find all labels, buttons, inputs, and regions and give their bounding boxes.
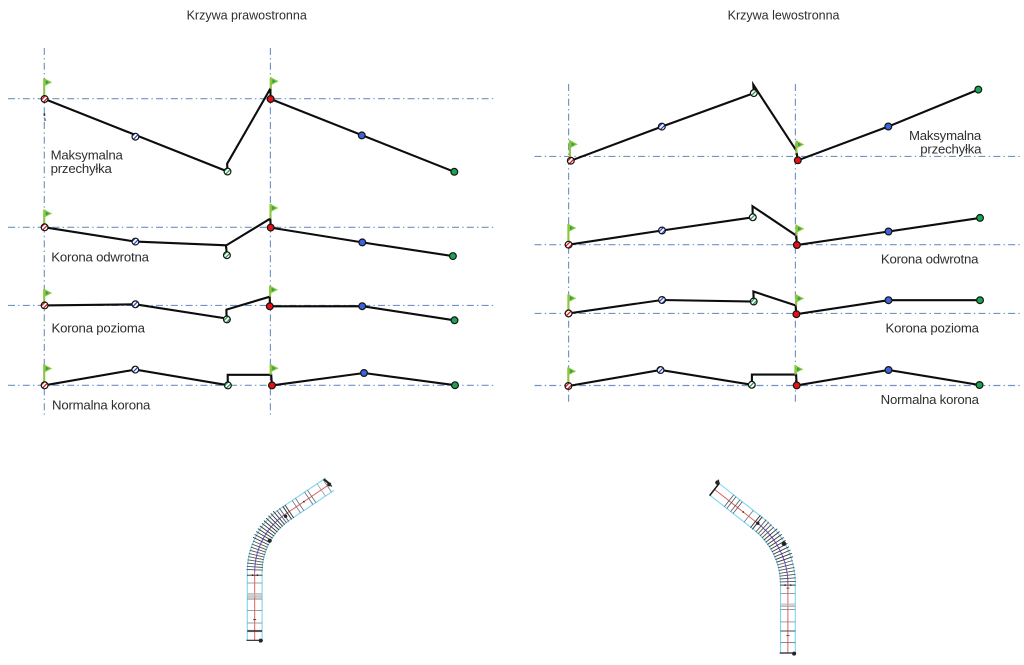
svg-text:Maksymalna: Maksymalna bbox=[51, 147, 124, 162]
svg-text:przechyłka: przechyłka bbox=[51, 161, 113, 176]
svg-text:Normalna korona: Normalna korona bbox=[881, 392, 980, 407]
svg-text:Korona pozioma: Korona pozioma bbox=[886, 320, 980, 335]
svg-text:Normalna korona: Normalna korona bbox=[52, 398, 151, 413]
svg-text:Krzywa lewostronna: Krzywa lewostronna bbox=[728, 9, 840, 23]
svg-text:Maksymalna: Maksymalna bbox=[909, 128, 982, 143]
svg-text:Krzywa prawostronna: Krzywa prawostronna bbox=[187, 9, 307, 23]
svg-text:przechyłka: przechyłka bbox=[920, 142, 982, 157]
svg-text:Korona odwrotna: Korona odwrotna bbox=[51, 249, 149, 264]
svg-text:Korona odwrotna: Korona odwrotna bbox=[881, 252, 979, 267]
svg-text:Korona pozioma: Korona pozioma bbox=[52, 320, 146, 335]
